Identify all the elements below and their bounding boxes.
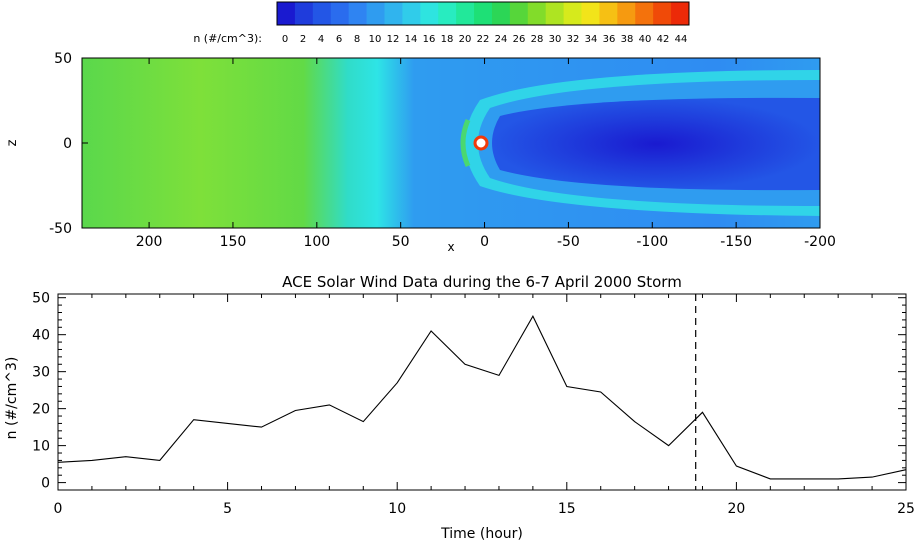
colorbar-swatch (312, 2, 332, 25)
colorbar-tick-label: 22 (477, 34, 490, 45)
map-y-tick-label: -50 (49, 221, 72, 237)
line-chart: ACE Solar Wind Data during the 6-7 April… (4, 273, 915, 542)
x-tick-label: 20 (727, 501, 745, 517)
colorbar-swatch (617, 2, 636, 25)
colorbar-swatch (527, 2, 547, 25)
colorbar-swatch (563, 2, 583, 25)
colorbar-tick-label: 30 (549, 34, 562, 45)
map-x-label: x (447, 240, 454, 254)
y-tick-label: 20 (32, 402, 50, 418)
magnetosphere-tail (492, 97, 820, 191)
sheath-edge-green (460, 119, 471, 167)
colorbar-swatch (599, 2, 618, 25)
colorbar-swatch (456, 2, 475, 25)
y-tick-label: 10 (32, 439, 50, 455)
map-y-label: z (5, 139, 20, 146)
map-x-tick-label: 50 (392, 234, 410, 250)
colorbar-swatch (474, 2, 493, 25)
colorbar-tick-label: 18 (441, 34, 454, 45)
y-tick-label: 50 (32, 291, 50, 307)
colorbar-swatch (509, 2, 529, 25)
chart-title: ACE Solar Wind Data during the 6-7 April… (282, 273, 682, 291)
x-tick-label: 0 (54, 501, 63, 517)
colorbar-swatch (348, 2, 368, 25)
colorbar-tick-label: 32 (567, 34, 580, 45)
x-tick-label: 5 (223, 501, 232, 517)
density-series-line (57, 315, 907, 480)
colorbar-swatch (545, 2, 565, 25)
map-y-tick-label: 50 (54, 51, 72, 67)
y-tick-label: 40 (32, 328, 50, 344)
x-tick-label: 25 (897, 501, 915, 517)
colorbar-tick-label: 12 (387, 34, 400, 45)
map-x-tick-label: -100 (636, 234, 668, 250)
colorbar-swatch (294, 2, 314, 25)
plot-frame (57, 293, 907, 491)
colorbar-tick-label: 40 (639, 34, 652, 45)
colorbar-swatch (366, 2, 385, 25)
colorbar-tick-label: 10 (369, 34, 382, 45)
earth-marker (473, 135, 489, 151)
colorbar-tick-label: 6 (336, 34, 342, 45)
y-tick-label: 30 (32, 365, 50, 381)
map-x-tick-label: 200 (136, 234, 163, 250)
colorbar-swatch (491, 2, 511, 25)
map-x-tick-label: -200 (804, 234, 836, 250)
colorbar-frame (276, 1, 690, 26)
map-x-tick-label: 150 (220, 234, 247, 250)
colorbar-label: n (#/cm^3): (193, 32, 262, 45)
colorbar-swatch (653, 2, 672, 25)
colorbar-tick-label: 44 (675, 34, 688, 45)
x-tick-label: 10 (388, 501, 406, 517)
map-y-tick-label: 0 (63, 136, 72, 152)
colorbar-swatch (581, 2, 600, 25)
colorbar-tick-label: 2 (300, 34, 306, 45)
y-axis-label: n (#/cm^3) (4, 357, 20, 440)
map-x-tick-label: -150 (720, 234, 752, 250)
map-x-tick-label: 0 (480, 234, 489, 250)
colorbar-tick-label: 34 (585, 34, 598, 45)
colorbar-tick-label: 38 (621, 34, 634, 45)
colorbar-swatch (402, 2, 421, 25)
map-x-tick-label: 100 (303, 234, 330, 250)
colorbar-tick-label: 36 (603, 34, 616, 45)
colorbar-tick-label: 8 (354, 34, 360, 45)
colorbar: n (#/cm^3): 0 2 4 6 8 10 12 14 16 18 20 22 24 26 28 30 3… (193, 1, 690, 45)
colorbar-tick-label: 42 (657, 34, 670, 45)
colorbar-swatch (635, 2, 654, 25)
colorbar-swatch (384, 2, 403, 25)
colorbar-tick-label: 4 (318, 34, 324, 45)
map-x-tick-label: -50 (557, 234, 580, 250)
colorbar-tick-label: 0 (282, 34, 288, 45)
colorbar-swatch (671, 2, 690, 25)
colorbar-tick-label: 14 (405, 34, 418, 45)
colorbar-swatch (277, 2, 296, 25)
colorbar-swatch (438, 2, 457, 25)
colorbar-tick-label: 20 (459, 34, 472, 45)
colorbar-tick-label: 28 (531, 34, 544, 45)
y-tick-label: 0 (41, 476, 50, 492)
colorbar-tick-label: 26 (513, 34, 526, 45)
colorbar-tick-label: 16 (423, 34, 436, 45)
colorbar-swatch (330, 2, 350, 25)
x-axis-label: Time (hour) (440, 526, 523, 542)
x-tick-label: 15 (558, 501, 576, 517)
colorbar-tick-label: 24 (495, 34, 508, 45)
density-map: 200 150 100 50 0 -50 -100 -150 -200 50 0 -50 x z (5, 51, 836, 254)
colorbar-swatch (420, 2, 439, 25)
